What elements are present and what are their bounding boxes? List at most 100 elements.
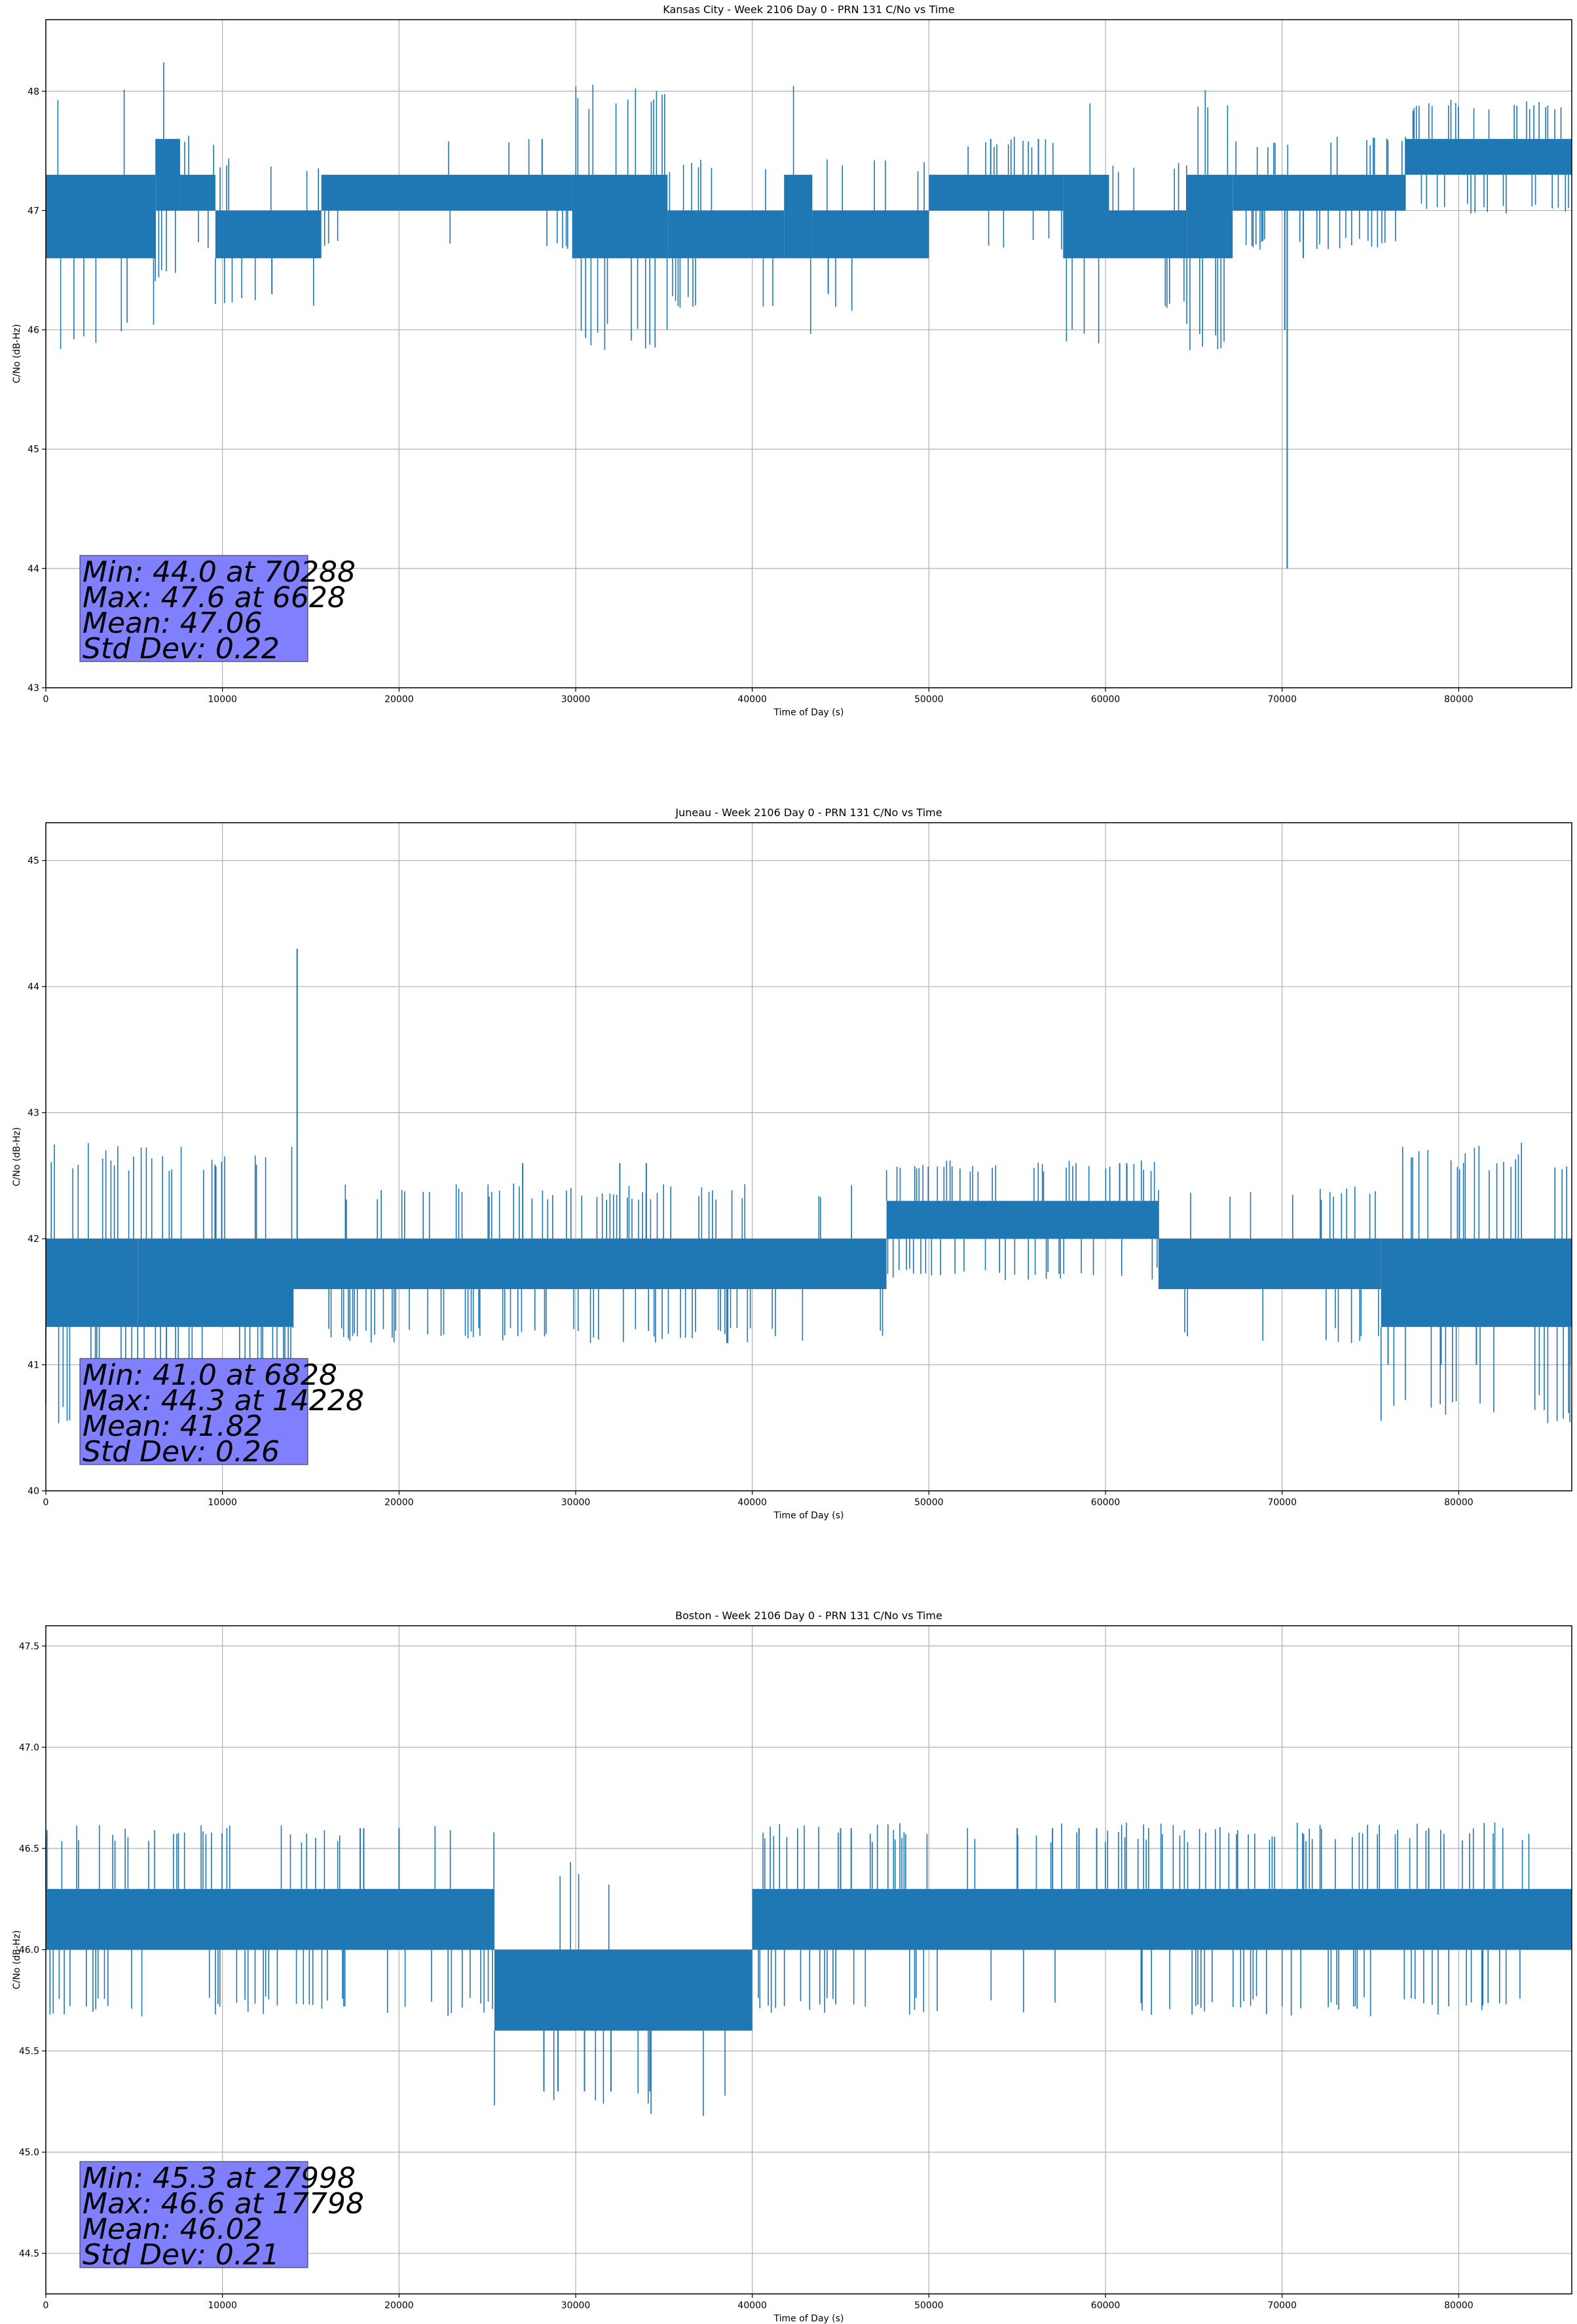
chart-1-stats-line-1: Max: 44.3 at 14228 (83, 1384, 364, 1417)
chart-0-noise-9 (967, 136, 1062, 250)
chart-0-stats-box (79, 555, 308, 662)
chart-1-y-tick-label-0: 40 (28, 1486, 39, 1497)
chart-1-band-6 (1381, 1239, 1572, 1327)
chart-1-band-1 (138, 1239, 293, 1327)
chart-0-stats-line-3: Std Dev: 0.22 (83, 632, 280, 665)
chart-0-x-tick-label-8: 80000 (1444, 694, 1474, 705)
chart-1-y-tick-label-3: 43 (28, 1108, 39, 1119)
chart-1-noise-4 (1158, 1190, 1264, 1341)
chart-2-y-tick-label-2: 45.5 (19, 2046, 39, 2057)
chart-0-series-line (46, 62, 1572, 569)
chart-0-noise-12 (1186, 90, 1229, 350)
chart-0-noise-7 (792, 86, 811, 334)
chart-1-band-4 (1158, 1239, 1289, 1290)
chart-0-band-14 (1405, 139, 1572, 175)
chart-2-x-tick-label-1: 10000 (208, 2300, 237, 2311)
chart-0-x-tick-label-4: 40000 (737, 694, 767, 705)
chart-0-noise-0 (57, 89, 155, 349)
chart-0-stats-line-2: Mean: 47.06 (83, 607, 263, 640)
chart-0-x-tick-label-2: 20000 (384, 694, 414, 705)
chart-0-band-3 (215, 210, 322, 259)
chart-1-y-tick-label-5: 45 (28, 856, 39, 867)
chart-0-band-9 (929, 174, 1064, 211)
chart-2: Boston - Week 2106 Day 0 - PRN 131 C/No … (12, 1609, 1572, 2324)
chart-0-band-2 (179, 174, 215, 211)
chart-0-y-tick-label-1: 44 (28, 564, 39, 574)
chart-0-noise-1 (155, 62, 176, 282)
chart-2-noise-1 (494, 1862, 726, 2116)
chart-2-band-1 (494, 1949, 752, 2031)
chart-2-y-axis-label: C/No (dB-Hz) (12, 1930, 22, 1989)
chart-1-x-tick-label-5: 50000 (914, 1497, 944, 1508)
chart-2-y-tick-label-6: 47.5 (19, 1641, 39, 1652)
chart-2-x-tick-label-0: 0 (43, 2300, 49, 2311)
chart-0-band-5 (572, 174, 668, 259)
chart-2-stats-line-2: Mean: 46.02 (83, 2213, 263, 2246)
chart-0-band-8 (812, 210, 929, 259)
chart-2-axes-frame (45, 1625, 1572, 2295)
chart-0-band-7 (784, 174, 813, 259)
chart-0-noise-3 (215, 159, 319, 306)
chart-0-band-10 (1063, 174, 1109, 259)
chart-1-noise-5 (1292, 1186, 1379, 1343)
chart-1-y-tick-label-1: 41 (28, 1360, 39, 1371)
chart-0-noise-8 (826, 159, 925, 311)
chart-1-x-tick-label-6: 60000 (1091, 1497, 1121, 1508)
chart-1-stats-line-3: Std Dev: 0.26 (83, 1435, 280, 1469)
chart-0-band-6 (667, 210, 785, 259)
chart-0-y-tick-label-5: 48 (28, 86, 39, 97)
chart-0-y-tick-label-2: 45 (28, 445, 39, 455)
chart-0-noise-11 (1112, 162, 1187, 308)
chart-1-band-5 (1289, 1239, 1381, 1290)
chart-2-x-axis-label: Time of Day (s) (773, 2314, 844, 2324)
chart-2-y-tick-label-4: 46.5 (19, 1844, 39, 1854)
chart-0-title: Kansas City - Week 2106 Day 0 - PRN 131 … (663, 3, 954, 16)
chart-2-x-tick-label-5: 50000 (914, 2300, 944, 2311)
chart-0-noise-2 (184, 136, 214, 248)
chart-2-x-tick-label-7: 70000 (1267, 2300, 1297, 2311)
chart-2-stats-line-1: Max: 46.6 at 17798 (83, 2187, 364, 2221)
chart-1-band-0 (46, 1239, 138, 1327)
chart-2-x-tick-label-2: 20000 (384, 2300, 414, 2311)
chart-0-band-11 (1109, 210, 1187, 259)
chart-0-band-4 (321, 174, 572, 211)
chart-0-y-tick-label-4: 47 (28, 206, 39, 216)
chart-1-y-tick-label-4: 44 (28, 982, 39, 992)
chart-1-series-line (45, 948, 1572, 1423)
chart-0-x-tick-label-5: 50000 (914, 694, 944, 705)
chart-1-x-tick-label-2: 20000 (384, 1497, 414, 1508)
chart-0-x-tick-label-3: 30000 (561, 694, 591, 705)
chart-1-stats-line-2: Mean: 41.82 (83, 1410, 263, 1443)
chart-2-band-0 (46, 1888, 494, 1950)
chart-0-y-tick-label-0: 43 (28, 683, 39, 694)
chart-1-stats-box (79, 1358, 308, 1465)
chart-2-x-tick-label-8: 80000 (1444, 2300, 1474, 2311)
chart-1-y-axis-label: C/No (dB-Hz) (12, 1127, 22, 1186)
chart-1-x-tick-label-4: 40000 (737, 1497, 767, 1508)
chart-0-noise-5 (575, 84, 668, 350)
chart-2-stats-box (79, 2161, 308, 2268)
chart-1-x-tick-label-1: 10000 (208, 1497, 237, 1508)
chart-0-stats-line-0: Min: 44.0 at 70288 (83, 555, 356, 589)
chart-1-x-tick-label-0: 0 (43, 1497, 49, 1508)
chart-2-x-tick-label-6: 60000 (1091, 2300, 1121, 2311)
chart-1-noise-6 (1381, 1142, 1570, 1423)
chart-2-y-tick-label-5: 47.0 (19, 1742, 39, 1753)
chart-1-x-tick-label-3: 30000 (561, 1497, 591, 1508)
chart-0-band-12 (1187, 174, 1233, 259)
chart-2-title: Boston - Week 2106 Day 0 - PRN 131 C/No … (675, 1609, 942, 1622)
chart-1-axes-frame (45, 822, 1572, 1491)
chart-0-x-tick-label-7: 70000 (1267, 694, 1297, 705)
chart-2-y-tick-label-0: 44.5 (19, 2249, 39, 2259)
chart-0-x-axis-label: Time of Day (s) (773, 707, 844, 718)
chart-0-x-tick-label-6: 60000 (1091, 694, 1121, 705)
chart-2-stats-line-3: Std Dev: 0.21 (83, 2238, 280, 2272)
chart-1-band-2 (293, 1239, 887, 1290)
chart-2-noise-2 (758, 1822, 1530, 2017)
chart-0-band-0 (46, 174, 156, 259)
chart-0-y-axis-label: C/No (dB-Hz) (12, 324, 22, 383)
chart-2-x-tick-label-3: 30000 (561, 2300, 591, 2311)
chart-2-band-2 (752, 1888, 1572, 1950)
chart-0-noise-4 (324, 139, 568, 249)
